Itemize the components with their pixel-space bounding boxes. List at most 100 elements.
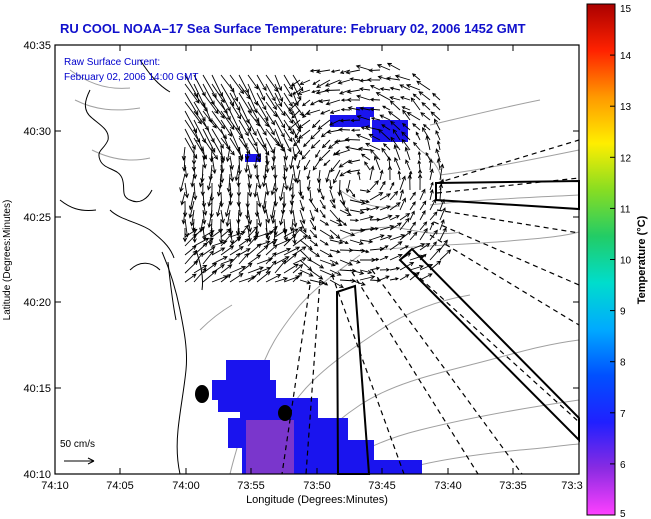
current-vector [220,92,231,112]
current-vector [349,239,364,246]
colorbar-tick-label: 6 [620,460,626,471]
current-vector [288,173,294,192]
current-vector [379,267,390,272]
colorbar-tick-label: 11 [620,204,631,215]
current-vector [309,229,318,239]
current-vector [265,92,277,111]
current-vector [369,180,379,191]
current-vector [237,155,242,175]
current-label: Raw Surface Current: [64,57,160,68]
current-vector [182,200,188,218]
current-vector [206,173,213,191]
current-vector [299,229,312,240]
current-vector [323,159,331,167]
current-vector [303,159,311,171]
current-vector [330,69,341,74]
current-vector [292,139,301,147]
current-vector [184,182,190,199]
current-vector [405,159,411,171]
y-tick-label: 40:15 [23,383,51,395]
current-vector [429,229,438,241]
current-time-label: February 02, 2006 14:00 GMT [64,72,199,83]
current-vector [283,227,288,242]
current-vector [377,128,391,141]
current-vector [329,109,341,114]
current-vector [220,258,234,265]
current-vector [375,92,391,101]
scale-label: 50 cm/s [60,439,95,450]
current-vector [386,62,401,71]
current-vector [274,74,283,92]
current-vector [329,239,344,245]
colorbar-ticks [610,3,615,516]
current-vector [283,128,293,143]
current-vector [360,126,371,131]
current-vector [390,136,401,151]
current-vector [318,99,331,104]
current-vector [369,257,380,262]
current-vector [321,139,331,149]
current-vector [359,269,373,275]
current-vector [417,173,423,191]
current-vector [283,155,289,173]
current-vector [256,146,262,163]
current-vector [309,99,321,106]
current-vector [279,209,285,226]
current-vector [399,230,412,241]
current-vector [274,137,285,152]
current-vector [256,83,266,102]
current-vector [345,69,361,75]
current-vector [369,84,381,91]
current-vector [287,119,301,131]
sst-patch [226,360,246,386]
current-vector [368,68,381,73]
current-vector [207,209,213,229]
current-vector [389,234,406,241]
current-vector [201,209,207,225]
current-vector [311,119,321,129]
current-vector [211,110,226,130]
current-vector [435,130,441,141]
current-vector [238,262,253,274]
current-vector [349,228,366,233]
current-vector [379,245,389,251]
current-vector [292,137,303,156]
current-vector [409,221,416,231]
current-vector [419,227,428,241]
current-vector [216,182,222,197]
current-vector [439,239,448,251]
current-vector [417,159,422,171]
current-vector [247,101,260,123]
current-vector [202,200,208,216]
current-vector [292,74,304,92]
current-vector [389,190,399,201]
current-vector [229,74,245,95]
current-vector [366,77,381,83]
current-vector [265,252,277,265]
current-vector [334,149,351,156]
current-vector [415,131,421,141]
current-vector [338,159,351,168]
current-vector [184,273,197,283]
current-vector [329,259,339,265]
current-vector [316,79,331,88]
current-vector [390,120,401,131]
current-vector [202,250,214,265]
sst-patch [218,398,240,412]
current-vector [409,210,415,221]
current-vector [347,159,361,164]
current-vector [283,110,294,125]
current-vector [434,118,441,131]
current-vector [193,264,208,274]
current-vector [247,227,252,243]
current-vector [386,76,401,81]
current-vector [419,210,426,221]
y-tick-label: 40:30 [23,126,51,138]
current-vector [306,179,311,192]
current-vector [301,149,311,160]
colorbar-tick-label: 7 [620,409,626,420]
current-vector [283,119,294,136]
current-vector [329,269,342,276]
colorbar-tick-label: 13 [620,102,632,113]
current-vector [274,256,290,265]
